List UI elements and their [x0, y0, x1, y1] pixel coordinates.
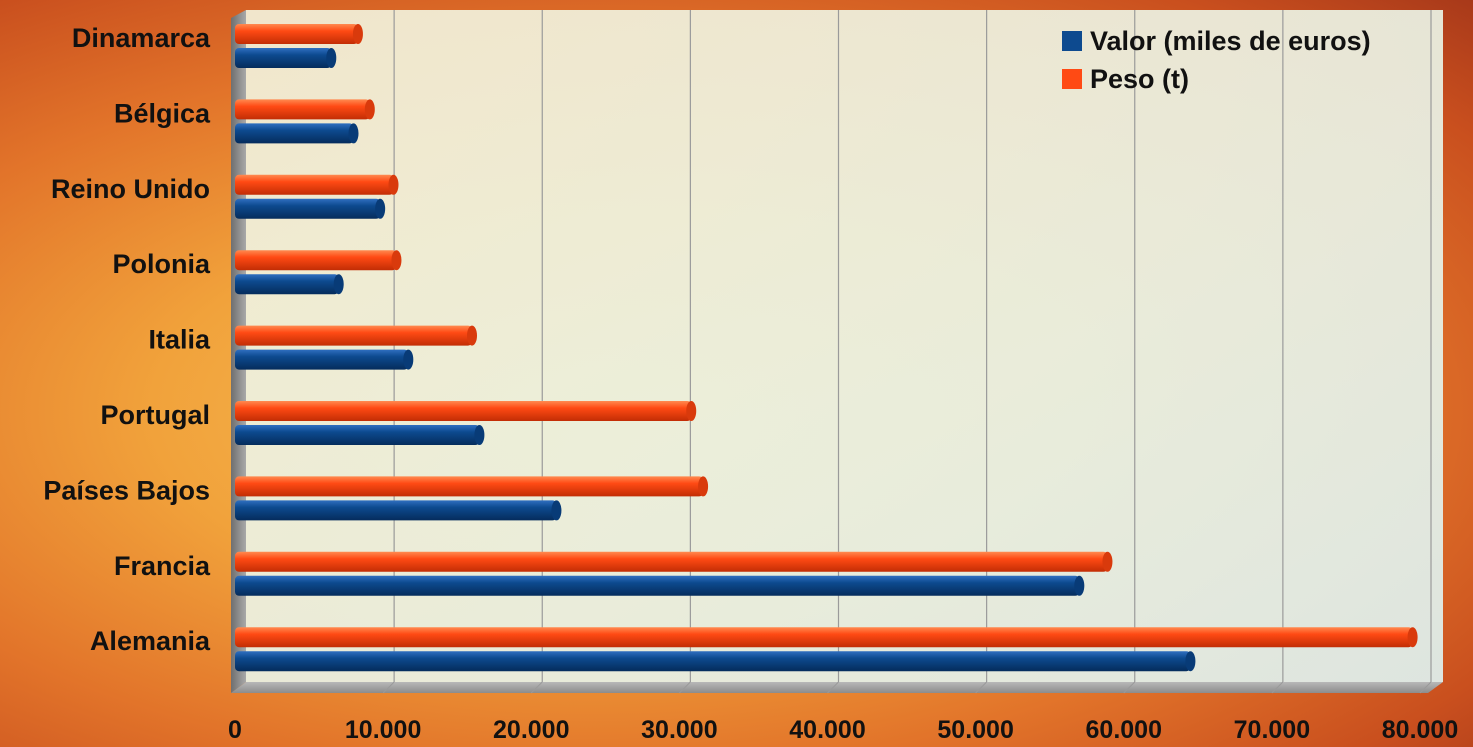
x-tick-label: 10.000 [345, 716, 421, 744]
bar-peso-cap [1407, 627, 1418, 648]
x-axis-tick-labels: 0 10.000 20.000 30.000 40.000 50.000 60.000 70.… [228, 716, 1458, 744]
category-label: Reino Unido [51, 174, 210, 204]
bar-valor [235, 48, 332, 68]
bars [235, 24, 1418, 672]
x-tick-label: 20.000 [493, 716, 569, 744]
bar-valor-cap [1185, 651, 1196, 672]
bar-valor-cap [551, 500, 562, 521]
bar-peso-cap [388, 174, 399, 195]
bar-peso-cap [352, 24, 363, 44]
gridline-floor [530, 681, 543, 694]
bar-valor [235, 500, 557, 521]
bar-peso-cap [686, 401, 697, 421]
x-tick-label: 60.000 [1086, 716, 1162, 744]
gridline-floor [382, 681, 395, 694]
category-label: Portugal [100, 400, 210, 430]
gridline-floor [1123, 681, 1136, 694]
bar-valor-cap [1074, 575, 1085, 596]
bar-valor-cap [348, 123, 359, 144]
x-tick-label: 0 [228, 716, 242, 744]
category-label: Italia [148, 325, 211, 355]
x-tick-label: 40.000 [789, 716, 865, 744]
legend: Valor (miles de euros) Peso (t) [1062, 26, 1371, 94]
bar-peso-cap [467, 325, 477, 346]
legend-swatch-valor [1062, 31, 1082, 51]
bar-valor [235, 651, 1191, 672]
bar-peso [235, 551, 1108, 572]
bar-peso-cap [364, 99, 375, 120]
bar-valor [235, 425, 480, 445]
bar-peso [235, 325, 472, 346]
gridline-floor [679, 681, 691, 694]
category-label: Dinamarca [72, 23, 211, 53]
bar-valor-cap [474, 425, 485, 445]
gridline-floor [827, 681, 839, 694]
bar-valor [235, 198, 381, 219]
bar-peso-cap [698, 476, 709, 497]
x-tick-label: 30.000 [641, 716, 717, 744]
bar-valor [235, 123, 354, 144]
category-label: Polonia [112, 249, 210, 279]
category-label: Bélgica [114, 98, 211, 128]
bar-peso [235, 627, 1413, 648]
gridline-floor [1419, 681, 1432, 694]
bar-peso [235, 99, 370, 120]
legend-label-peso: Peso (t) [1090, 64, 1189, 94]
bar-peso [235, 476, 704, 497]
bar-valor-cap [403, 349, 414, 370]
x-tick-label: 50.000 [937, 716, 1013, 744]
bar-valor [235, 575, 1080, 596]
bar-valor-cap [333, 274, 344, 295]
bar-peso [235, 24, 358, 44]
gridline-floor [1271, 681, 1284, 694]
bar-peso-cap [391, 250, 402, 271]
category-label: Francia [114, 551, 211, 581]
bar-valor-cap [326, 48, 337, 68]
bar-valor-cap [375, 198, 386, 219]
x-tick-label: 70.000 [1234, 716, 1310, 744]
legend-swatch-peso [1062, 69, 1082, 89]
bar-peso [235, 401, 692, 421]
gridline-floor [975, 681, 987, 694]
category-label: Alemania [90, 626, 211, 656]
x-tick-label: 80.000 [1382, 716, 1458, 744]
bar-peso-cap [1102, 551, 1113, 572]
legend-label-valor: Valor (miles de euros) [1090, 26, 1371, 56]
category-label: Países Bajos [43, 475, 210, 505]
category-labels: Dinamarca Bélgica Reino Unido Polonia Italia… [43, 23, 211, 656]
bar-peso [235, 250, 397, 271]
bar-valor [235, 274, 339, 295]
bar-valor [235, 349, 409, 370]
bar-peso [235, 174, 394, 195]
